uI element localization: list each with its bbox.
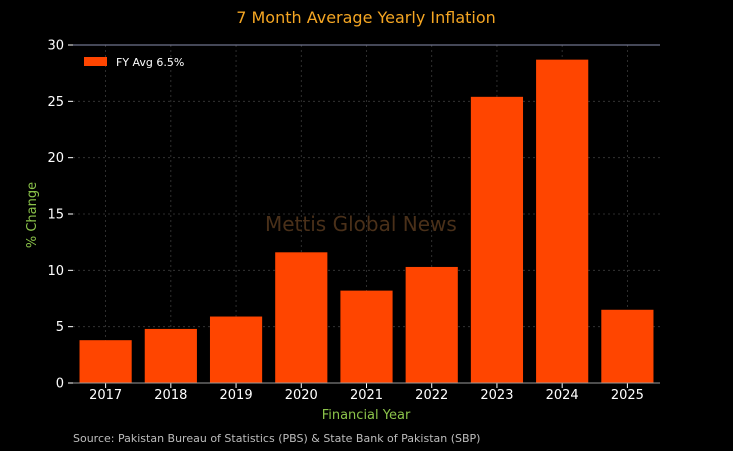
x-tick-label: 2024 [546, 388, 579, 403]
legend-label: FY Avg 6.5% [116, 56, 184, 69]
y-tick-label: 15 [47, 208, 64, 223]
bar-2020 [275, 252, 328, 383]
bar-2017 [79, 340, 132, 383]
x-tick-label: 2025 [611, 388, 644, 403]
source-note: Source: Pakistan Bureau of Statistics (P… [73, 432, 481, 445]
legend: FY Avg 6.5% [84, 56, 184, 69]
x-tick-label: 2021 [350, 388, 383, 403]
bar-2018 [144, 328, 197, 383]
y-tick-label: 20 [47, 151, 64, 166]
y-tick-label: 5 [56, 320, 64, 335]
x-tick-label: 2023 [480, 388, 513, 403]
bar-2019 [209, 316, 263, 383]
y-axis-label: % Change [25, 182, 40, 248]
axes [68, 44, 660, 388]
bar-2025 [601, 309, 654, 383]
watermark-text: Mettis Global News [265, 212, 457, 236]
bar-2022 [405, 266, 458, 383]
y-tick-label: 25 [47, 95, 64, 110]
y-tick-label: 0 [56, 377, 64, 392]
y-tick-label: 30 [47, 39, 64, 54]
bar-2023 [470, 96, 524, 384]
x-tick-label: 2017 [89, 388, 122, 403]
x-tick-label: 2022 [415, 388, 448, 403]
chart-title: 7 Month Average Yearly Inflation [236, 8, 496, 27]
y-tick-label: 10 [47, 264, 64, 279]
bar-2024 [536, 59, 589, 383]
bars [79, 59, 654, 384]
legend-swatch [84, 57, 107, 66]
x-axis-label: Financial Year [322, 408, 411, 423]
bar-2021 [340, 290, 393, 383]
x-tick-label: 2018 [154, 388, 187, 403]
x-tick-label: 2019 [220, 388, 253, 403]
x-tick-label: 2020 [285, 388, 318, 403]
